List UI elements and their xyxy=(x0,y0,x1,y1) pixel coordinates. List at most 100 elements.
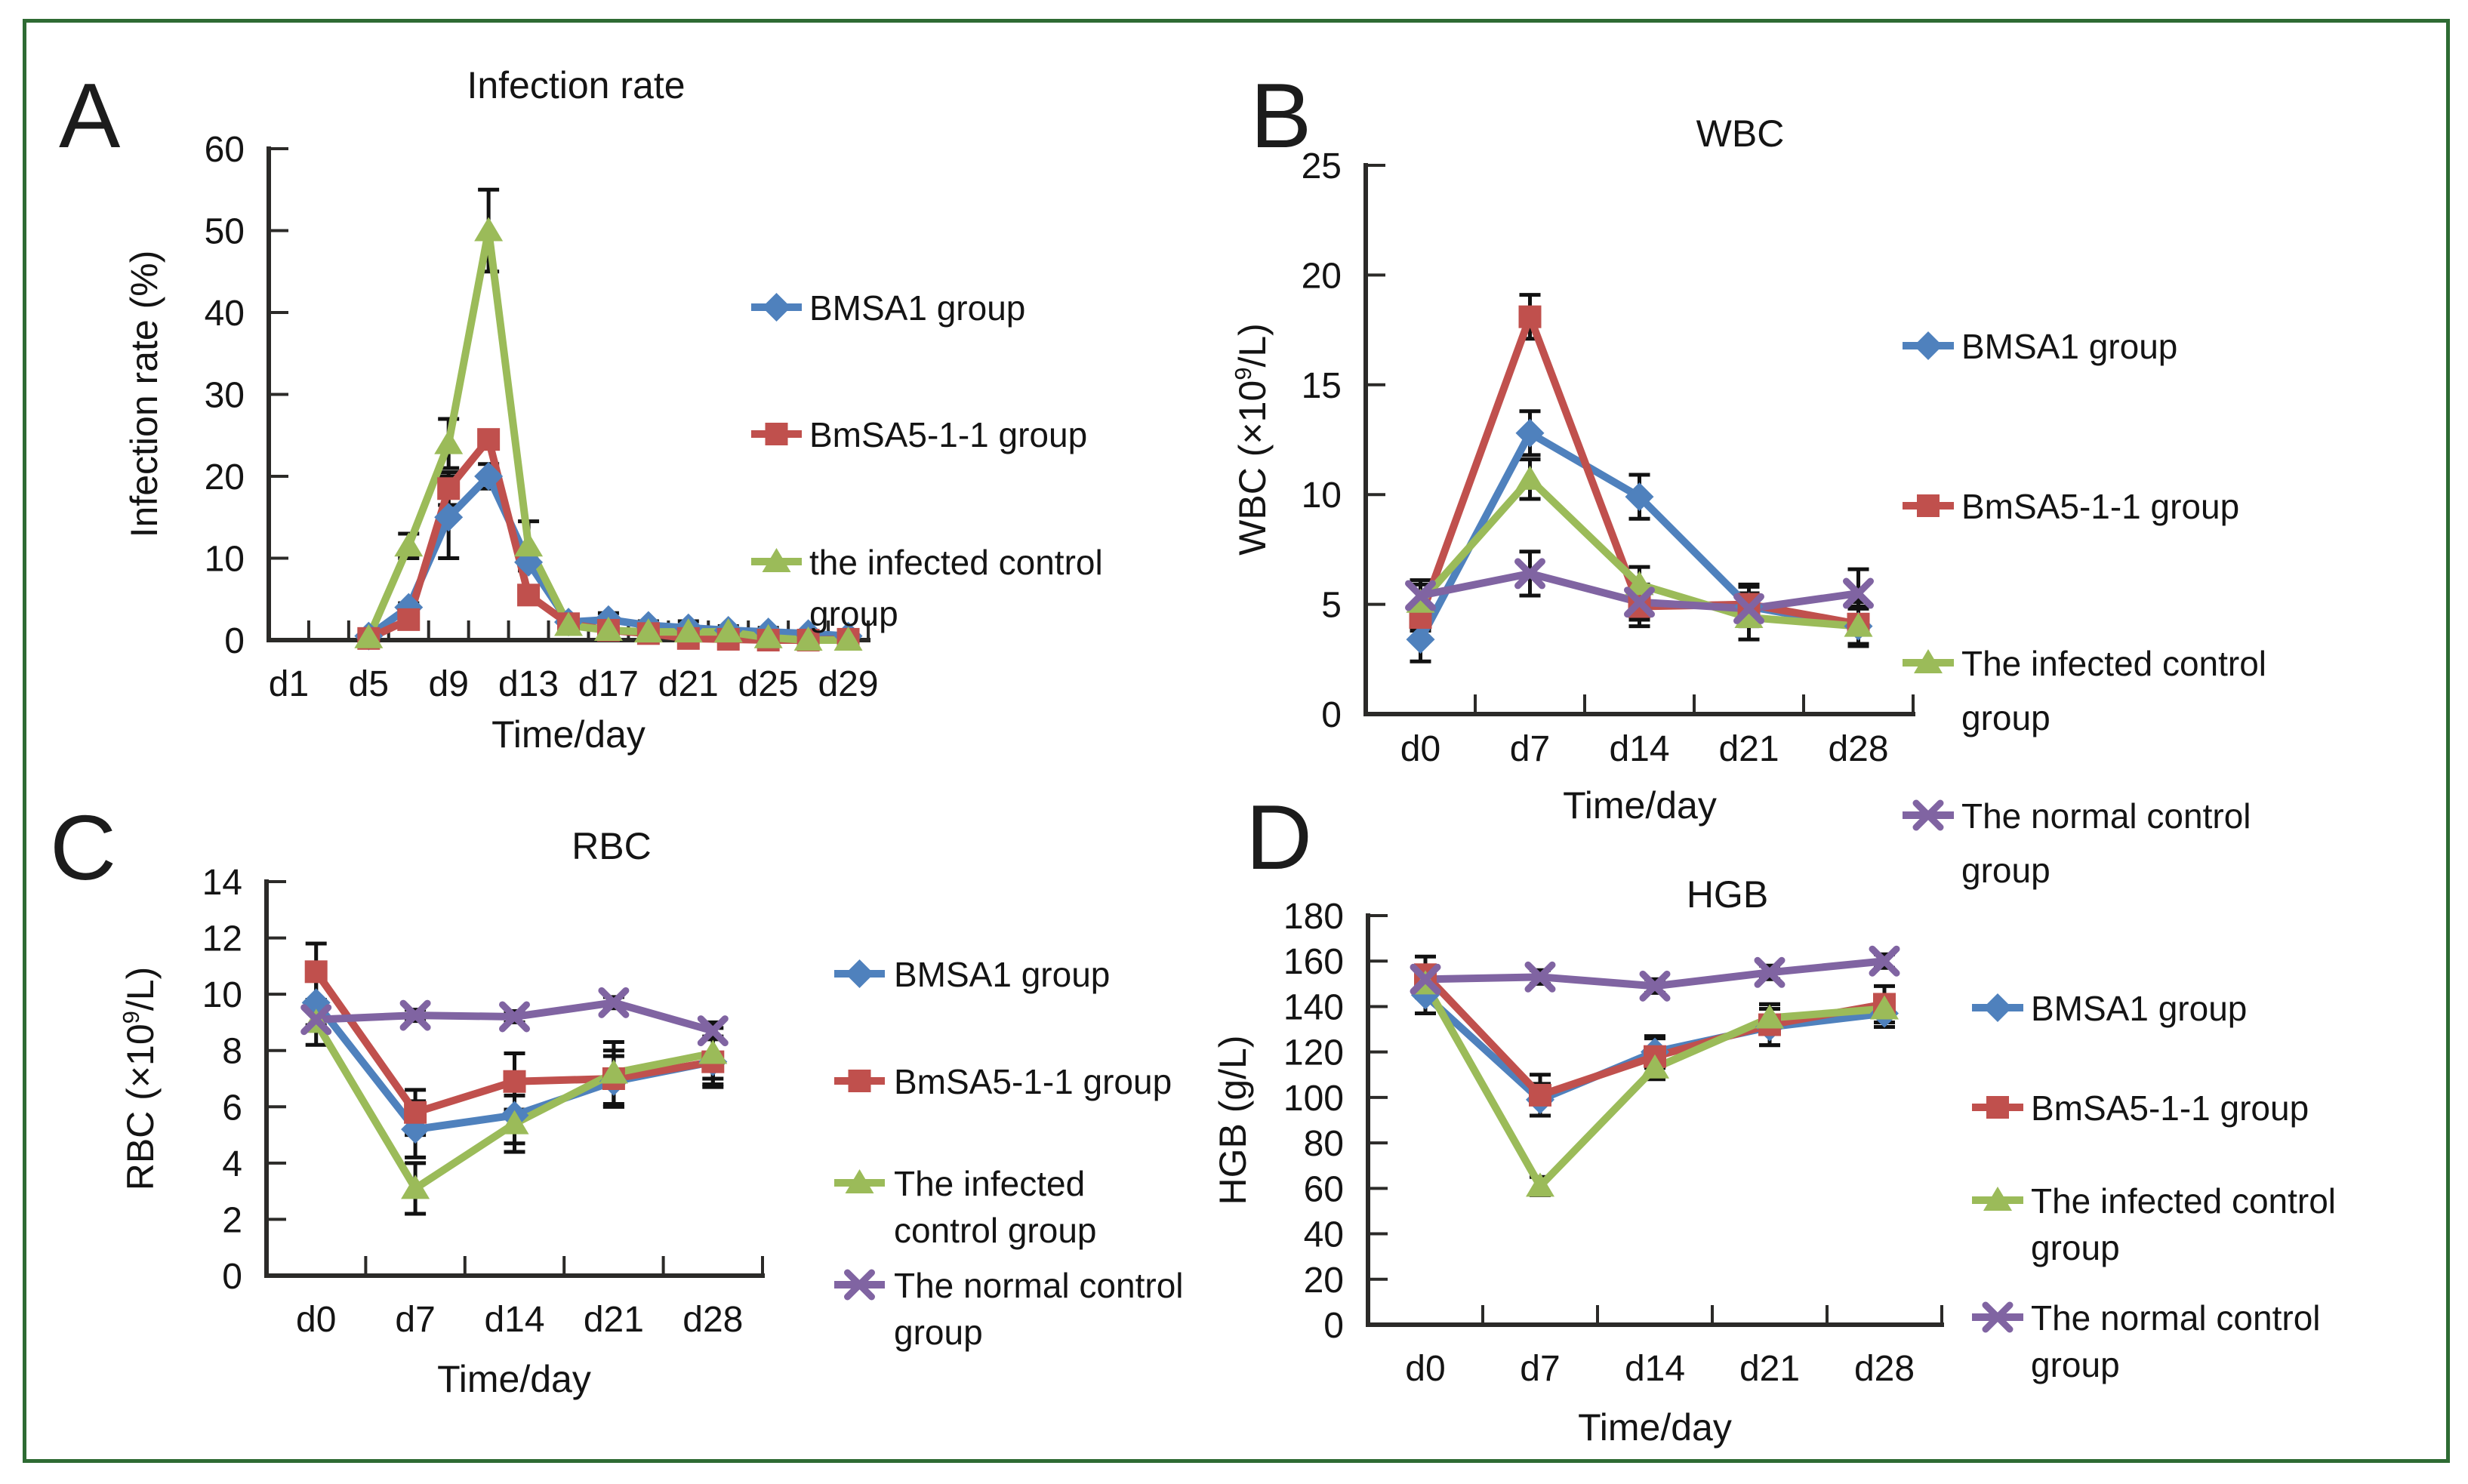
axes xyxy=(1363,163,1915,716)
x-tick-label: d28 xyxy=(1828,729,1888,769)
legend-entry: BMSA1 group xyxy=(751,288,1025,328)
series-line xyxy=(1422,981,1885,1190)
y-tick-label: 60 xyxy=(1304,1169,1344,1209)
legend-entry: BMSA1 group xyxy=(1903,327,2177,366)
series-marker xyxy=(1912,799,1944,831)
series-marker xyxy=(833,627,863,651)
legend-label: The infected xyxy=(894,1164,1085,1203)
y-tick-label: 15 xyxy=(1302,366,1342,406)
series-marker xyxy=(793,627,823,651)
x-tick-label: d21 xyxy=(1718,729,1779,769)
figure-frame xyxy=(23,19,2450,1463)
series-marker xyxy=(300,1004,332,1036)
series-marker xyxy=(844,1269,875,1301)
x-ticks: d0 d7 d14 d21 d28 xyxy=(1400,694,1915,769)
x-tick-label: d21 xyxy=(658,664,719,704)
series-marker xyxy=(599,1059,628,1084)
panel-b: 0 5 10 15 20 25 d0 d7 d14 d21 d28 WBC WBC (×109/L) Ti… xyxy=(1230,112,2266,890)
series-marker xyxy=(1869,945,1900,977)
series-marker xyxy=(753,623,783,648)
x-tick-label: d21 xyxy=(584,1300,644,1340)
x-tick-label: d14 xyxy=(1625,1349,1685,1389)
legend-label: the infected control xyxy=(809,543,1103,582)
chart-title: HGB xyxy=(1687,873,1768,916)
series-marker xyxy=(404,1101,427,1124)
series-marker xyxy=(401,1175,430,1199)
series-marker xyxy=(397,608,421,631)
y-tick-label: 30 xyxy=(205,376,245,416)
series-marker xyxy=(1639,970,1671,1002)
series-marker xyxy=(1983,993,2012,1022)
legend-label: group xyxy=(2031,1228,2120,1267)
panel-letter-a: A xyxy=(59,64,121,167)
series-marker xyxy=(514,532,544,557)
legend-label: group xyxy=(1961,698,2051,737)
y-tick-label: 10 xyxy=(202,975,242,1015)
series-marker xyxy=(517,583,541,607)
y-tick-label: 5 xyxy=(1321,586,1342,626)
y-tick-label: 80 xyxy=(1304,1124,1344,1164)
y-tick-label: 140 xyxy=(1283,987,1344,1027)
series-marker xyxy=(499,1001,530,1033)
legend-label: The infected control xyxy=(2031,1181,2336,1221)
chart-title: RBC xyxy=(572,825,652,867)
series-marker xyxy=(304,960,328,984)
series-marker xyxy=(1410,963,1441,995)
y-tick-label: 40 xyxy=(1304,1215,1344,1255)
y-ticks: 0 2 4 6 8 10 12 14 xyxy=(202,863,286,1297)
series-marker xyxy=(1405,580,1436,611)
y-tick-label: 0 xyxy=(224,621,245,661)
series-marker xyxy=(1914,649,1943,673)
series-marker xyxy=(1515,418,1545,448)
series-marker-group xyxy=(1410,945,1900,1002)
legend-label: group xyxy=(2031,1345,2120,1384)
y-ticks: 0 20 40 60 80 100 120 140 160 180 xyxy=(1283,897,1388,1346)
series-marker xyxy=(1754,956,1786,988)
y-tick-label: 40 xyxy=(205,294,245,334)
legend: BMSA1 group BmSA5-1-1 group The infected co… xyxy=(834,955,1184,1352)
legend-label: BmSA5-1-1 group xyxy=(894,1062,1172,1101)
legend-label: control group xyxy=(894,1211,1097,1250)
series-marker xyxy=(1529,1083,1551,1107)
y-tick-label: 0 xyxy=(1323,1306,1344,1346)
series-marker xyxy=(1986,1096,2009,1119)
series-marker xyxy=(474,217,504,242)
series-marker xyxy=(845,959,874,988)
x-tick-label: d13 xyxy=(498,664,559,704)
legend-entry: The infected control group xyxy=(1903,644,2266,737)
axes xyxy=(264,879,765,1278)
series-marker xyxy=(713,618,743,643)
chart-title: WBC xyxy=(1696,112,1785,155)
series-marker xyxy=(673,618,703,643)
series-marker xyxy=(1526,1172,1554,1197)
y-tick-label: 180 xyxy=(1283,897,1344,937)
x-tick-label: d29 xyxy=(818,664,878,704)
y-tick-label: 100 xyxy=(1283,1079,1344,1119)
series-marker xyxy=(1524,961,1556,993)
series-marker xyxy=(1983,1187,2012,1211)
series-marker xyxy=(848,1070,871,1092)
x-tick-label: d0 xyxy=(1405,1349,1445,1389)
series-marker xyxy=(1406,625,1435,654)
series-marker xyxy=(698,1039,728,1064)
series-marker xyxy=(503,1070,526,1093)
legend-entry: The infected control group xyxy=(834,1164,1097,1250)
legend-label: BmSA5-1-1 group xyxy=(1961,487,2239,526)
series-marker xyxy=(1514,558,1545,590)
legend-label: BmSA5-1-1 group xyxy=(809,415,1087,454)
y-tick-label: 0 xyxy=(1321,695,1342,735)
legend-label: group xyxy=(809,594,898,633)
x-axis-title: Time/day xyxy=(1578,1406,1732,1449)
series-marker xyxy=(845,1169,874,1193)
y-axis-title: RBC (×109/L) xyxy=(118,967,162,1191)
panel-letter-b: B xyxy=(1250,64,1312,167)
series-marker xyxy=(434,429,464,454)
y-tick-label: 20 xyxy=(1304,1261,1344,1301)
series-marker xyxy=(1843,577,1874,609)
y-axis-title: Infection rate (%) xyxy=(123,251,165,538)
legend-entry: BmSA5-1-1 group xyxy=(834,1062,1172,1101)
series-marker xyxy=(1641,1054,1669,1079)
series-marker xyxy=(554,611,583,636)
y-tick-label: 6 xyxy=(222,1088,242,1128)
